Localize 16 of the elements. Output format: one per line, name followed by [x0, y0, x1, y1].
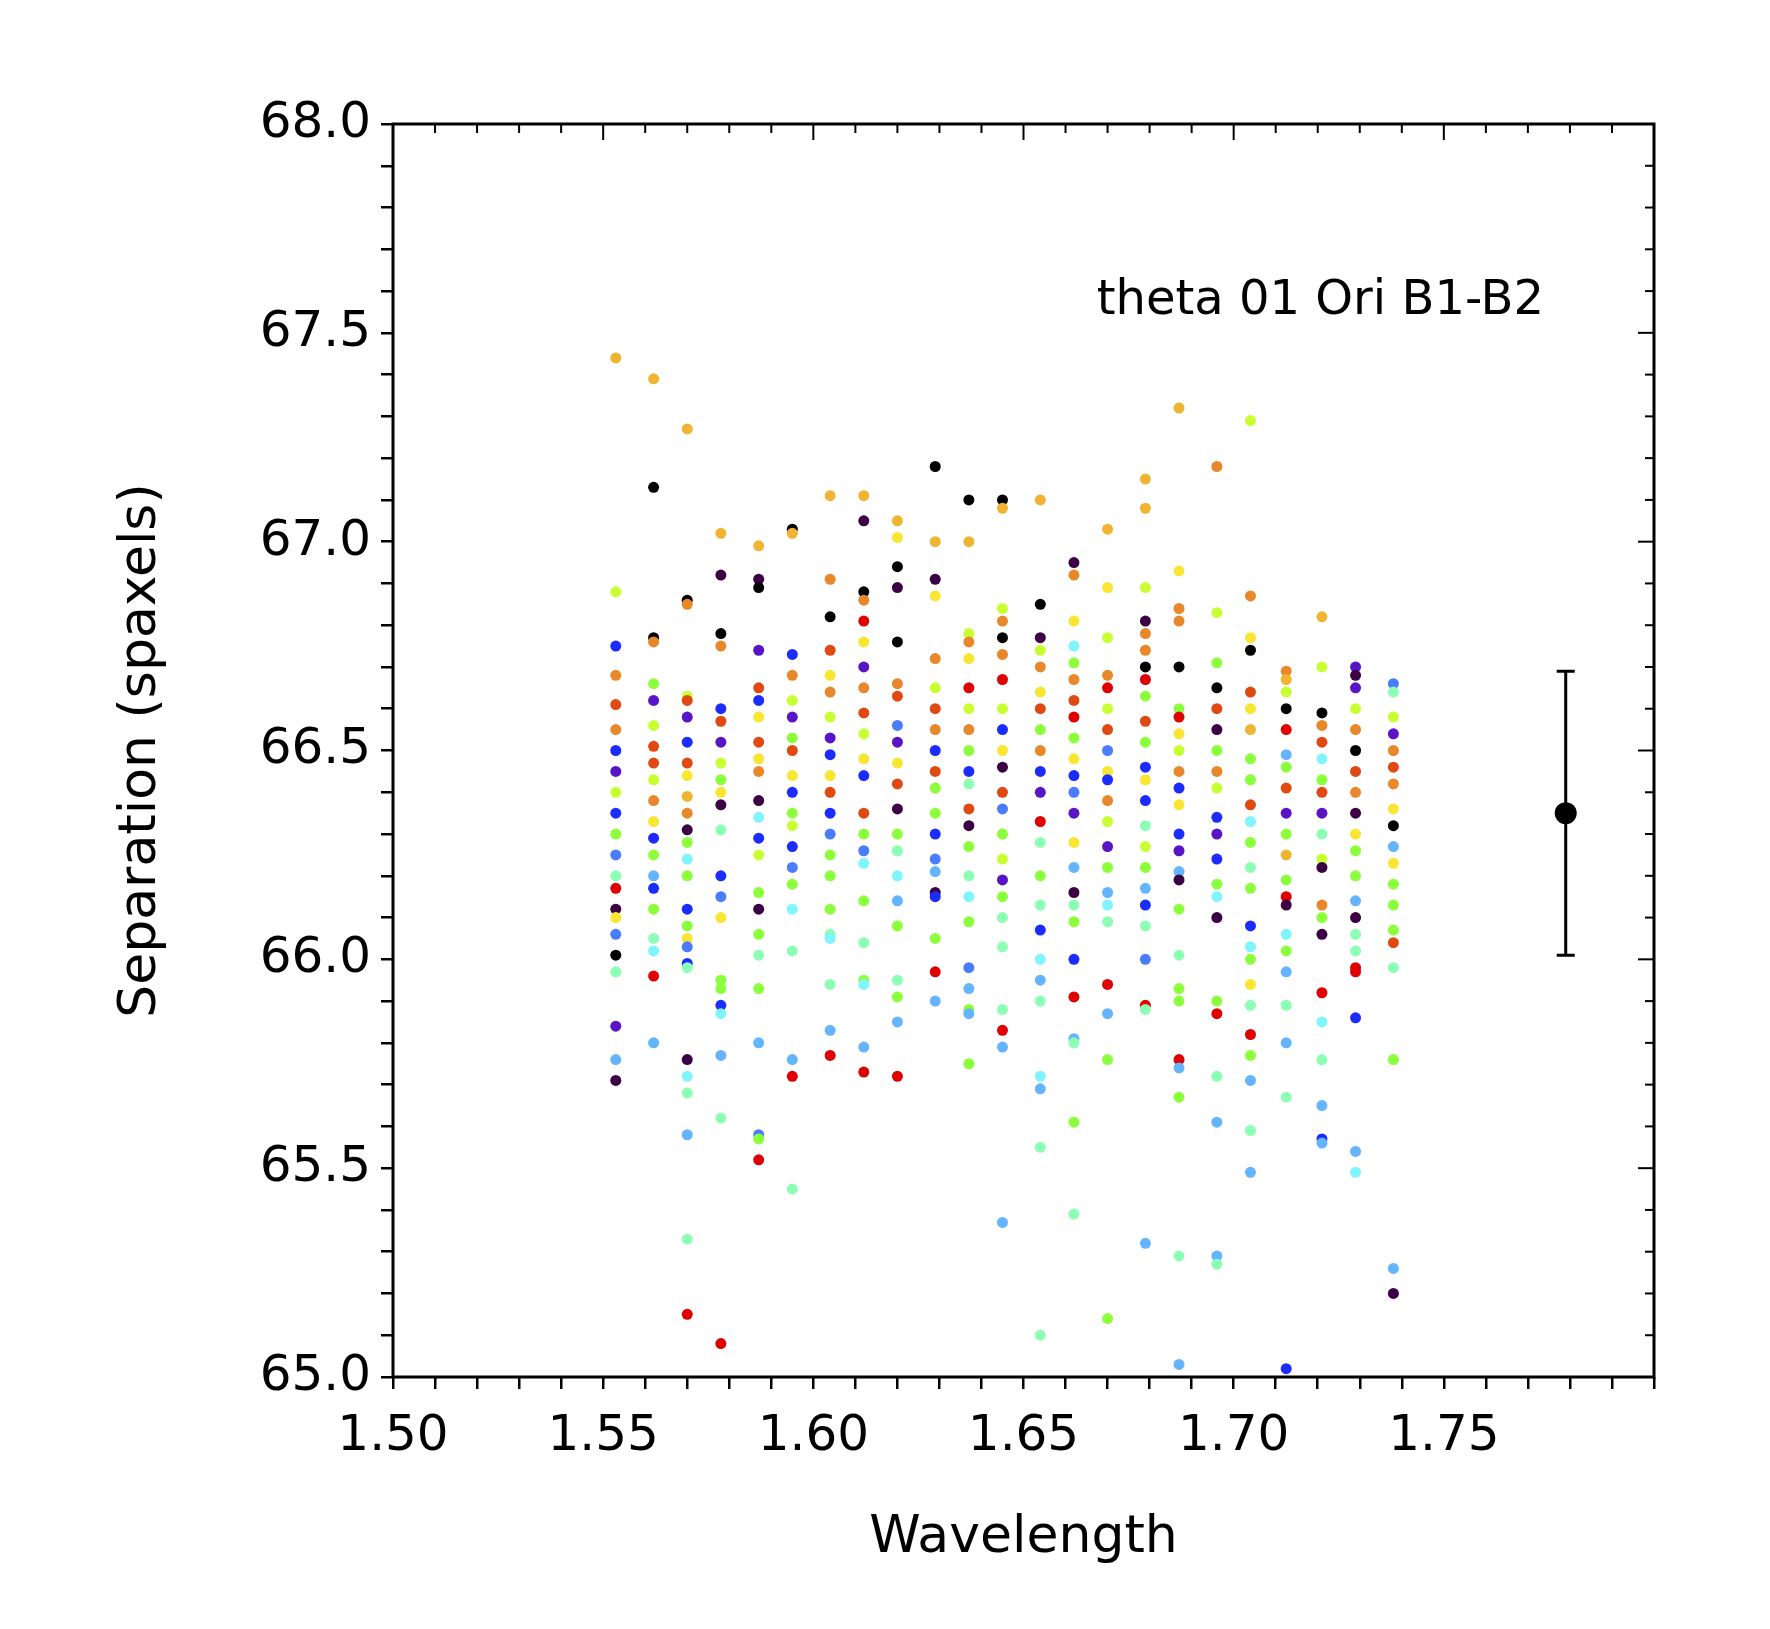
x-tick-label: 1.65 [967, 1403, 1080, 1462]
x-tick-label: 1.70 [1178, 1403, 1290, 1462]
y-axis-title: Separation (spaxels) [106, 483, 167, 1018]
y-tick-label: 68.0 [259, 90, 371, 149]
x-tick-label: 1.75 [1388, 1403, 1500, 1462]
x-tick-label: 1.60 [757, 1403, 869, 1462]
annotation: theta 01 Ori B1-B2 [1096, 269, 1544, 325]
y-tick-label: 65.5 [259, 1135, 371, 1194]
x-tick-label: 1.55 [547, 1403, 659, 1462]
y-tick-label: 65.0 [259, 1343, 371, 1402]
y-tick-label: 67.0 [259, 508, 371, 567]
y-tick-label: 66.5 [259, 717, 371, 776]
y-tick-label: 67.5 [259, 299, 371, 358]
y-tick-label: 66.0 [259, 926, 371, 985]
x-axis-title: Wavelength [869, 1504, 1178, 1565]
x-tick-label: 1.50 [337, 1403, 449, 1462]
